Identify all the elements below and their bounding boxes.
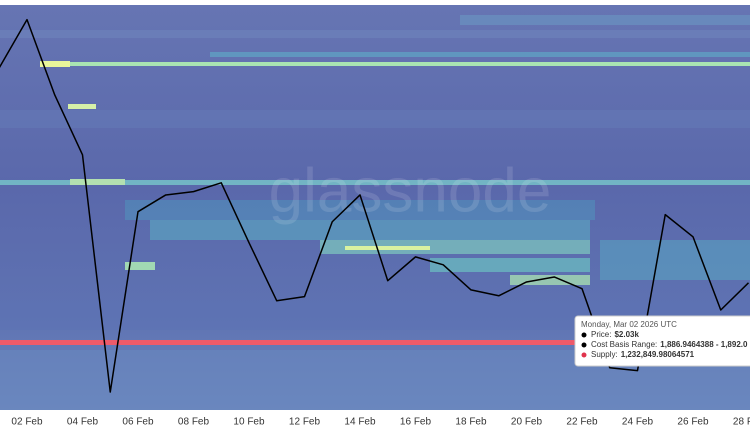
price-line bbox=[0, 18, 750, 393]
x-tick-label: 20 Feb bbox=[511, 417, 543, 428]
x-tick-label: 22 Feb bbox=[566, 417, 598, 428]
tooltip-value: 1,886.9464388 - 1,892.0 bbox=[660, 340, 748, 349]
x-tick-label: 28 Feb bbox=[733, 417, 750, 428]
tooltip-label: Cost Basis Range: bbox=[591, 340, 657, 349]
tooltip-dot bbox=[581, 352, 587, 358]
tooltip-label: Price: bbox=[591, 330, 611, 339]
watermark: glassnode bbox=[269, 156, 552, 225]
x-tick-label: 10 Feb bbox=[233, 417, 265, 428]
x-tick-label: 02 Feb bbox=[11, 417, 43, 428]
x-tick-label: 08 Feb bbox=[178, 417, 210, 428]
tooltip-value: $2.03k bbox=[614, 330, 639, 339]
tooltip-row: Price: $2.03k bbox=[591, 330, 639, 339]
tooltip-row: Supply: 1,232,849.98064571 bbox=[591, 350, 695, 359]
tooltip-row: Cost Basis Range: 1,886.9464388 - 1,892.0 bbox=[591, 340, 748, 349]
x-tick-label: 26 Feb bbox=[677, 417, 709, 428]
tooltip-dot bbox=[581, 332, 587, 338]
tooltip: Monday, Mar 02 2026 UTC Price: $2.03kCost… bbox=[574, 315, 750, 367]
x-tick-label: 14 Feb bbox=[344, 417, 376, 428]
x-tick-label: 16 Feb bbox=[400, 417, 432, 428]
x-tick-label: 18 Feb bbox=[455, 417, 487, 428]
tooltip-value: 1,232,849.98064571 bbox=[621, 350, 695, 359]
x-tick-label: 24 Feb bbox=[622, 417, 654, 428]
x-tick-label: 12 Feb bbox=[289, 417, 321, 428]
heatmap bbox=[0, 5, 750, 410]
tooltip-box bbox=[574, 315, 750, 367]
tooltip-dot bbox=[581, 342, 587, 348]
x-tick-label: 04 Feb bbox=[67, 417, 99, 428]
tooltip-title: Monday, Mar 02 2026 UTC bbox=[581, 320, 677, 329]
tooltip-label: Supply: bbox=[591, 350, 618, 359]
plot bbox=[0, 18, 750, 393]
x-tick-label: 06 Feb bbox=[122, 417, 154, 428]
